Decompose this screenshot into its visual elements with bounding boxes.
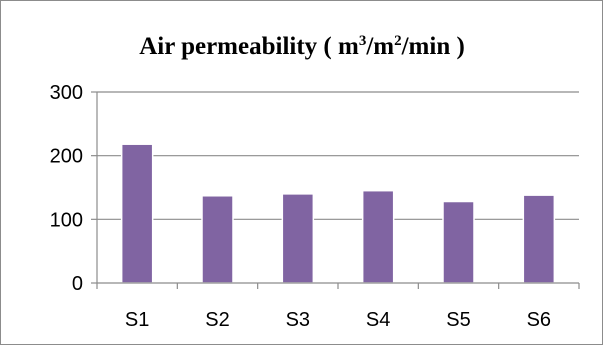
x-tick-label: S2	[205, 309, 229, 331]
axes	[91, 91, 580, 289]
x-tick-label: S6	[527, 309, 551, 331]
y-tick-label: 100	[50, 209, 83, 231]
y-tick-label: 0	[72, 273, 83, 295]
x-tick-labels: S1 S2 S3 S4 S5 S6	[125, 309, 551, 331]
bar-s5	[442, 200, 475, 284]
bars	[120, 143, 556, 284]
bar-s1	[120, 143, 154, 284]
y-tick-label: 200	[50, 146, 83, 168]
x-tick-label: S3	[286, 309, 310, 331]
bar-s4	[361, 189, 395, 284]
y-tick-label: 300	[50, 82, 83, 104]
y-tick-labels: 0 100 200 300	[50, 82, 83, 295]
chart-title: Air permeability ( m3/m2/min )	[139, 33, 465, 60]
bar-s3	[281, 193, 315, 284]
bar-s6	[522, 194, 556, 284]
bar-s2	[201, 195, 234, 284]
x-tick-label: S4	[366, 309, 390, 331]
gridlines	[97, 91, 579, 220]
x-tick-label: S1	[125, 309, 149, 331]
x-tick-label: S5	[446, 309, 470, 331]
